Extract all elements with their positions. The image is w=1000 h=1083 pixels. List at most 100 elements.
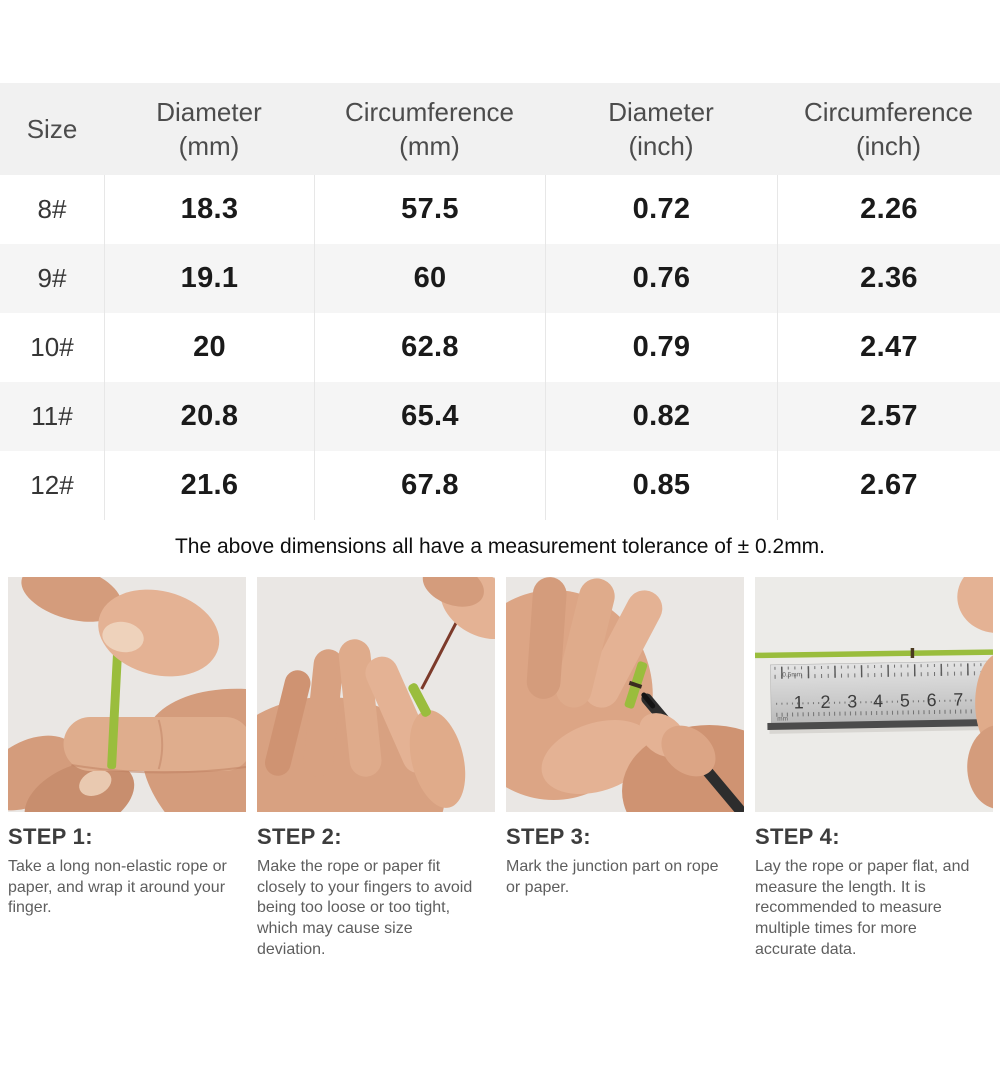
diameter-mm-cell: 18.3: [104, 175, 314, 244]
header-circumference-mm: Circumference (mm): [314, 83, 545, 175]
diameter-inch-cell: 0.72: [545, 175, 777, 244]
circumference-inch-cell: 2.67: [777, 451, 1000, 520]
step1-description: Take a long non-elastic rope or paper, a…: [8, 858, 227, 917]
step4-description: Lay the rope or paper flat, and measure …: [755, 858, 970, 958]
ruler-major-ticks: [772, 663, 987, 679]
ruler-bottom-ticks: [772, 699, 988, 717]
ring-finger: [526, 577, 567, 699]
table-row: 8# 18.3 57.5 0.72 2.26: [0, 175, 1000, 244]
finger-shadow: [71, 764, 246, 774]
pen-tip: [641, 692, 656, 709]
step-3: STEP 3: Mark the junction part on rope o…: [506, 577, 744, 960]
step1-photo: [8, 577, 246, 812]
size-cell: 11#: [31, 401, 73, 431]
diameter-mm-cell: 21.6: [104, 451, 314, 520]
ruler-number: 1: [794, 692, 804, 712]
side-finger: [409, 710, 466, 808]
diameter-inch-cell: 0.85: [545, 451, 777, 520]
ruler-number: 4: [873, 691, 883, 711]
circumference-inch-cell: 2.26: [777, 175, 1000, 244]
header-circumference-inch: Circumference (inch): [777, 83, 1000, 175]
middle-finger: [555, 578, 615, 708]
hand-top-right: [957, 577, 993, 633]
circumference-mm-cell: 57.5: [314, 175, 545, 244]
diameter-inch-cell: 0.79: [545, 313, 777, 382]
table-row: 9# 19.1 60 0.76 2.36: [0, 244, 1000, 313]
step3-photo: [506, 577, 744, 812]
ruler-dark-edge: [767, 719, 992, 730]
step4-photo: 0.5mm mm 1 2 3 4 5 6 7 8: [755, 577, 993, 812]
green-rope-ring: [408, 683, 431, 717]
circumference-inch-cell: 2.57: [777, 382, 1000, 451]
ruler: 0.5mm mm 1 2 3 4 5 6 7 8: [767, 660, 992, 734]
ruler-number: 2: [820, 692, 830, 712]
ring-finger: [303, 649, 344, 777]
circumference-mm-cell: 67.8: [314, 451, 545, 520]
diameter-mm-cell: 19.1: [104, 244, 314, 313]
table-row: 11# 20.8 65.4 0.82 2.57: [0, 382, 1000, 451]
size-cell: 9#: [37, 263, 67, 293]
circumference-mm-cell: 65.4: [314, 382, 545, 451]
holding-fingertips: [967, 655, 993, 809]
diameter-inch-cell: 0.76: [545, 244, 777, 313]
open-hand: [257, 639, 466, 812]
step1-title: STEP 1:: [8, 824, 93, 849]
table-row: 10# 20 62.8 0.79 2.47: [0, 313, 1000, 382]
step2-title: STEP 2:: [257, 824, 342, 849]
table-body: 8# 18.3 57.5 0.72 2.26 9# 19.1 60 0.76 2…: [0, 175, 1000, 520]
knuckle-crease: [157, 719, 164, 770]
index-finger: [583, 590, 663, 708]
open-palm-hand: [506, 577, 663, 800]
pinching-fingers: [422, 577, 495, 640]
step3-title: STEP 3:: [506, 824, 591, 849]
header-line1: Diameter: [608, 96, 714, 127]
size-cell: 10#: [30, 332, 74, 362]
size-cell: 12#: [30, 470, 74, 500]
diameter-mm-cell: 20: [104, 313, 314, 382]
fingernail: [79, 770, 112, 796]
header-line2: (inch): [855, 131, 921, 161]
bottom-left-fingertips: [8, 735, 135, 812]
diameter-inch-cell: 0.82: [545, 382, 777, 451]
ruler-number: 3: [847, 691, 857, 711]
table-header-row: Size Diameter (mm) Circumference (mm) Di…: [0, 83, 1000, 175]
ruler-label-bottom: mm: [777, 716, 788, 723]
table-row: 12# 21.6 67.8 0.85 2.67: [0, 451, 1000, 520]
header-diameter-mm: Diameter (mm): [104, 83, 314, 175]
ruler-label-top: 0.5mm: [782, 671, 802, 678]
tolerance-note: The above dimensions all have a measurem…: [174, 535, 826, 558]
step-2: STEP 2: Make the rope or paper fit close…: [257, 577, 495, 960]
diameter-mm-cell: 20.8: [104, 382, 314, 451]
green-rope: [755, 649, 993, 659]
header-line1: Diameter: [156, 96, 262, 127]
step2-photo: [257, 577, 495, 812]
step4-title: STEP 4:: [755, 824, 840, 849]
header-line1: Circumference: [344, 96, 515, 127]
thumb: [98, 589, 220, 677]
header-line2: (mm): [178, 131, 240, 161]
measurement-steps: STEP 1: Take a long non-elastic rope or …: [8, 577, 993, 960]
thumbnail: [102, 621, 144, 653]
step-1: STEP 1: Take a long non-elastic rope or …: [8, 577, 246, 960]
ruler-number: 5: [900, 690, 910, 710]
header-line2: (inch): [628, 131, 694, 161]
size-cell: 8#: [37, 194, 67, 224]
junction-mark: [628, 680, 643, 689]
header-line1: Circumference: [803, 96, 974, 127]
step-4: 0.5mm mm 1 2 3 4 5 6 7 8 STEP 4: Lay the…: [755, 577, 993, 960]
ring-size-table: Size Diameter (mm) Circumference (mm) Di…: [0, 83, 1000, 520]
pinching-index-finger: [21, 577, 122, 622]
circumference-inch-cell: 2.47: [777, 313, 1000, 382]
pen-holding-fingertips: [639, 713, 716, 777]
circumference-mm-cell: 62.8: [314, 313, 545, 382]
circumference-mm-cell: 60: [314, 244, 545, 313]
ruler-number: 6: [926, 690, 936, 710]
header-line1: Size: [26, 113, 78, 144]
header-diameter-inch: Diameter (inch): [545, 83, 777, 175]
ruler-number: 7: [953, 689, 963, 709]
pinky-finger: [265, 670, 311, 776]
step3-description: Mark the junction part on rope or paper.: [506, 858, 719, 896]
junction-mark: [910, 648, 915, 658]
circumference-inch-cell: 2.36: [777, 244, 1000, 313]
header-size: Size: [0, 83, 104, 175]
